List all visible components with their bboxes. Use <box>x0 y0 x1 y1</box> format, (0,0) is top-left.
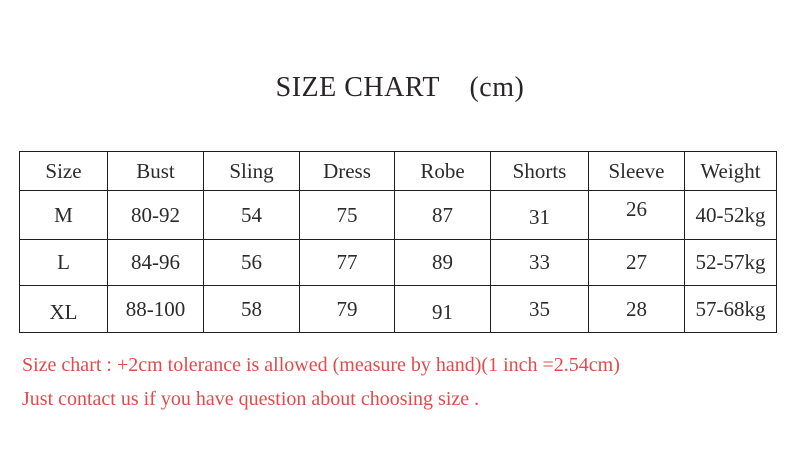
table-row: M 80-92 54 75 87 31 26 40-52kg <box>19 184 777 242</box>
table-cell-weight: 57-68kg <box>684 285 777 333</box>
size-table: Size Bust Sling Dress Robe Shorts Sleeve Weight… <box>19 151 777 336</box>
table-cell-robe: 91 <box>394 288 491 336</box>
table-cell-weight: 40-52kg <box>684 190 777 240</box>
table-cell-sling: 58 <box>203 285 300 333</box>
table-row: XL 88-100 58 79 91 35 28 57-68kg <box>19 285 777 336</box>
table-cell-shorts: 35 <box>490 285 589 333</box>
table-cell-sleeve: 27 <box>588 239 685 286</box>
page-title: SIZE CHART (cm) <box>275 72 525 103</box>
table-cell-sling: 54 <box>203 190 300 240</box>
note-tolerance: Size chart : +2cm tolerance is allowed (… <box>22 354 620 376</box>
table-cell-dress: 75 <box>299 190 395 240</box>
table-cell-bust: 88-100 <box>107 285 204 333</box>
table-row: L 84-96 56 77 89 33 27 52-57kg <box>19 239 777 286</box>
column-header-size: Size <box>19 151 108 191</box>
table-cell-weight: 52-57kg <box>684 239 777 286</box>
column-header-weight: Weight <box>684 151 777 191</box>
table-cell-sleeve: 28 <box>588 285 685 333</box>
table-cell-dress: 79 <box>299 285 395 333</box>
table-cell-sleeve: 26 <box>588 184 685 234</box>
notes-block: Size chart : +2cm tolerance is allowed (… <box>22 355 620 423</box>
column-header-dress: Dress <box>299 151 395 191</box>
table-cell-dress: 77 <box>299 239 395 286</box>
column-header-bust: Bust <box>107 151 204 191</box>
table-cell-size: XL <box>19 288 108 336</box>
table-cell-robe: 89 <box>394 239 491 286</box>
table-cell-size: M <box>19 190 108 240</box>
table-cell-size: L <box>19 239 108 286</box>
table-cell-shorts: 31 <box>490 192 589 242</box>
column-header-sling: Sling <box>203 151 300 191</box>
note-contact: Just contact us if you have question abo… <box>22 388 480 410</box>
table-cell-bust: 80-92 <box>107 190 204 240</box>
table-cell-sling: 56 <box>203 239 300 286</box>
table-cell-bust: 84-96 <box>107 239 204 286</box>
table-cell-shorts: 33 <box>490 239 589 286</box>
table-cell-robe: 87 <box>394 190 491 240</box>
column-header-robe: Robe <box>394 151 491 191</box>
column-header-shorts: Shorts <box>490 151 589 191</box>
